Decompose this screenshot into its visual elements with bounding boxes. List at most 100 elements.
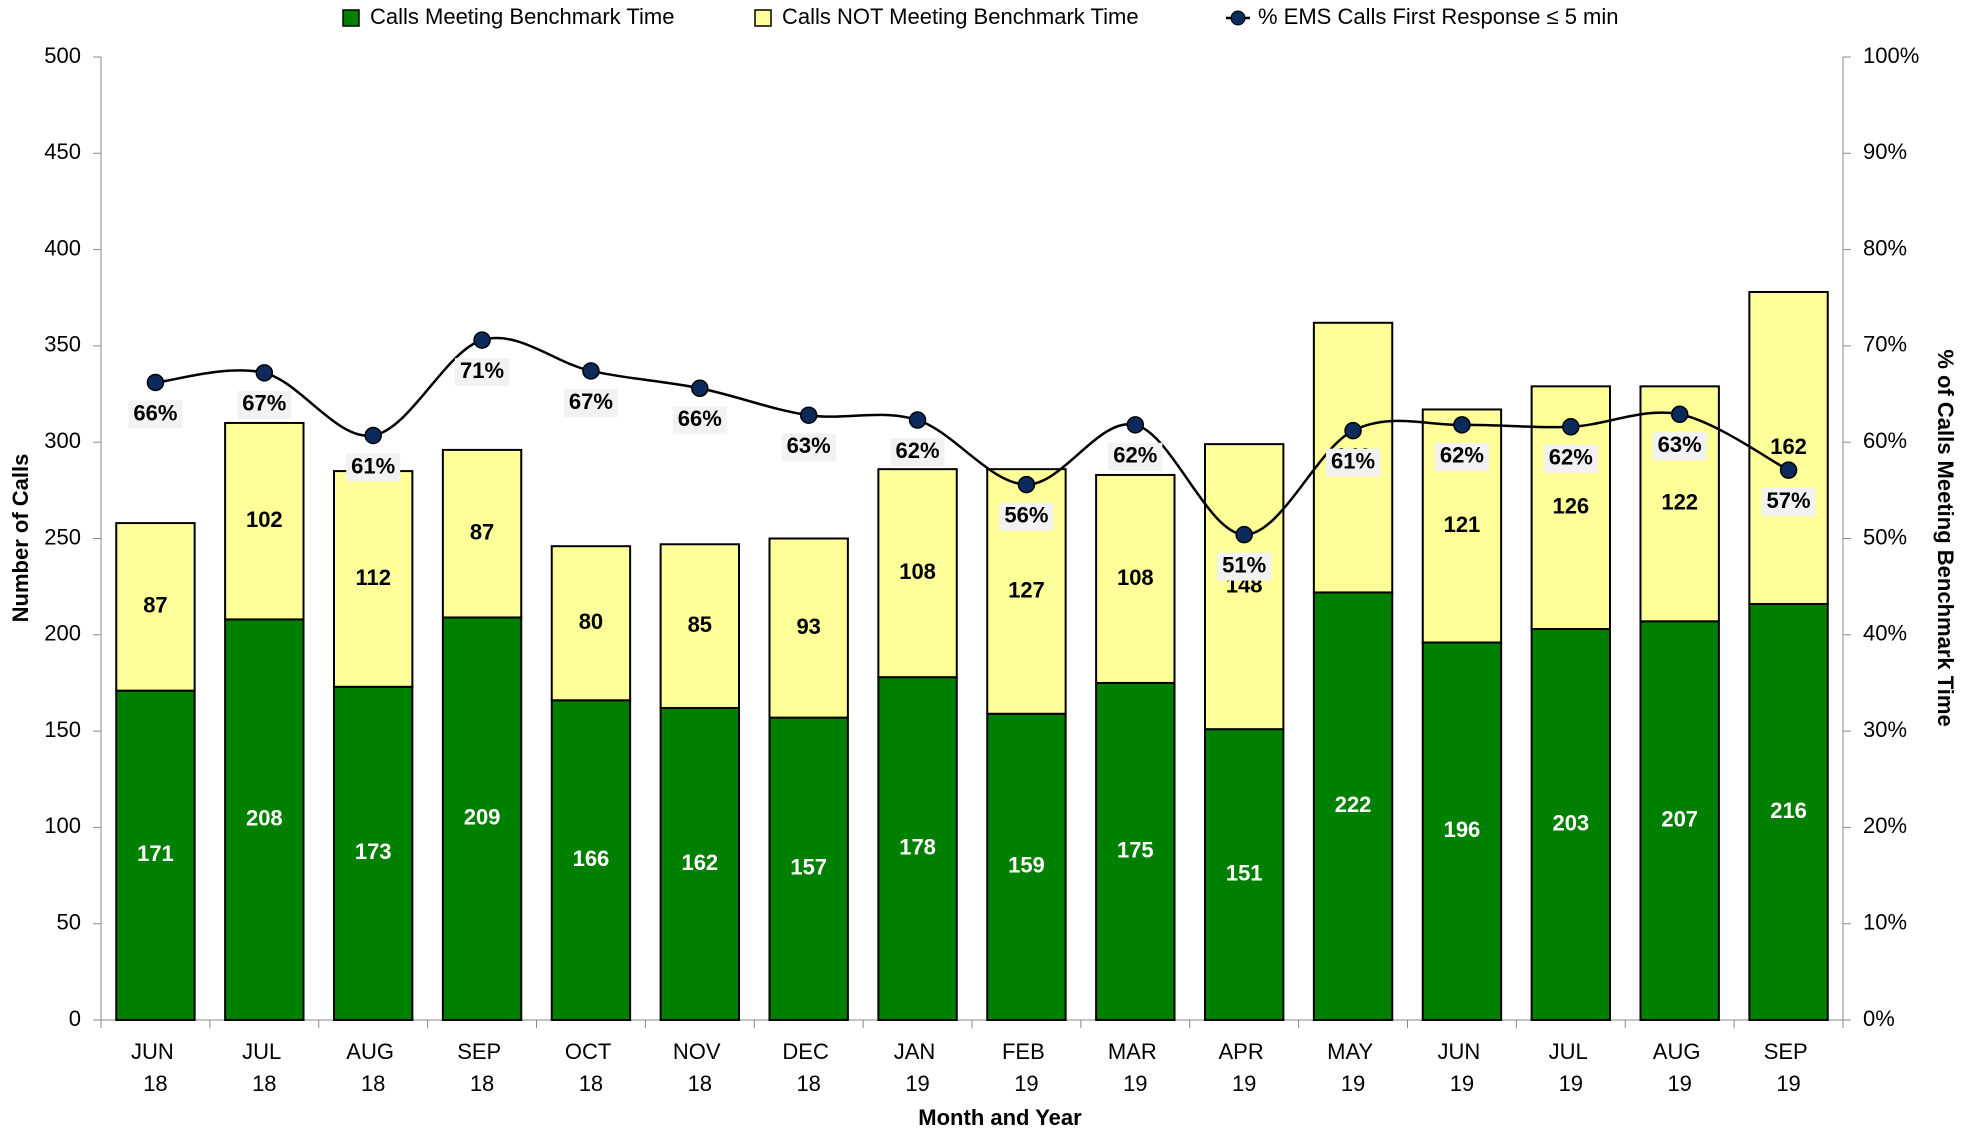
bar-value-label: 159 <box>1008 853 1045 878</box>
line-value-label: 61% <box>1331 448 1375 473</box>
bar-value-label: 85 <box>688 612 712 637</box>
bar-value-label: 203 <box>1552 810 1589 835</box>
y2-tick-label: 40% <box>1863 621 1907 646</box>
bar-value-label: 87 <box>470 519 494 544</box>
x-tick-label-line: 18 <box>579 1071 603 1096</box>
line-value-label: 62% <box>896 438 940 463</box>
bar-value-label: 178 <box>899 834 936 859</box>
bar-value-label: 121 <box>1444 512 1481 537</box>
x-tick-label-line: MAR <box>1108 1039 1163 1064</box>
bar-value-label: 216 <box>1770 798 1807 823</box>
x-tick-label-line: JAN <box>894 1039 942 1064</box>
x-tick-label-line: JUN <box>1437 1039 1486 1064</box>
line-label-bg <box>1108 442 1163 471</box>
line-label-bg <box>1326 448 1381 477</box>
x-tick-label: FEB 19 <box>1002 1039 1051 1096</box>
bar-segment <box>768 537 849 719</box>
line-value-label: 61% <box>351 453 395 478</box>
line-value-label: 62% <box>1113 443 1157 468</box>
bar-segment <box>768 716 849 1021</box>
line-marker <box>1126 416 1145 434</box>
bar-segment <box>659 543 741 709</box>
line-marker <box>908 411 927 429</box>
line-marker <box>1453 416 1471 434</box>
x-tick-label-line: 18 <box>796 1071 820 1096</box>
y-tick-label: 100 <box>44 813 81 838</box>
x-tick-label: MAY 19 <box>1327 1039 1379 1096</box>
bar-segment <box>1421 641 1503 1022</box>
y2-tick-label: 100% <box>1863 43 1919 68</box>
x-tick-label-line: JUL <box>1549 1039 1593 1064</box>
bar-value-label: 196 <box>1444 817 1481 842</box>
y2-axis-title: % of Calls Meeting Benchmark Time <box>1933 349 1958 726</box>
x-tick-label-line: 19 <box>1559 1071 1583 1096</box>
bar-value-label: 102 <box>246 507 283 532</box>
bar-value-label: 173 <box>355 839 392 864</box>
bar-segment <box>441 448 523 619</box>
line-value-label: 57% <box>1767 488 1811 513</box>
line-value-label: 67% <box>569 389 613 414</box>
legend-swatch <box>754 9 772 27</box>
line-marker <box>1779 461 1798 479</box>
line-label-bg <box>781 433 836 462</box>
line-value-label: 63% <box>1658 432 1702 457</box>
line-value-label: 62% <box>1549 445 1593 470</box>
x-tick-label: JUL 19 <box>1549 1039 1593 1096</box>
line-label-bg <box>1543 444 1598 473</box>
line-label-bg <box>346 453 401 482</box>
y-axis-title: Number of Calls <box>8 454 33 623</box>
bar-value-label: 162 <box>681 850 718 875</box>
x-tick-label: APR 19 <box>1219 1039 1270 1096</box>
line-value-label: 56% <box>1004 502 1048 527</box>
x-axis-title: Month and Year <box>918 1105 1082 1128</box>
y2-tick-label: 30% <box>1863 717 1907 742</box>
bar-segment <box>550 545 632 702</box>
line-marker <box>473 331 491 349</box>
line-marker <box>1562 418 1580 436</box>
x-tick-label: AUG 18 <box>346 1039 400 1096</box>
line-marker <box>1344 421 1362 440</box>
line-marker <box>364 426 382 445</box>
y-tick-label: 150 <box>44 717 81 742</box>
y2-tick-label: 10% <box>1863 910 1907 935</box>
x-tick-label-line: 18 <box>143 1071 167 1096</box>
bar-segment <box>659 706 741 1021</box>
legend-swatch <box>342 9 360 27</box>
y-tick-label: 450 <box>44 139 81 164</box>
bar-segment <box>224 421 305 621</box>
bar-segment <box>1095 681 1176 1021</box>
x-tick-label: JUN 19 <box>1437 1039 1486 1096</box>
bar-value-label: 208 <box>246 806 283 831</box>
line-label-bg <box>563 388 618 417</box>
line-label-bg <box>999 502 1054 531</box>
x-tick-label-line: 19 <box>905 1071 929 1096</box>
bar-segment <box>332 470 414 688</box>
bar-value-label: 87 <box>143 593 167 618</box>
y-tick-label: 500 <box>44 43 81 68</box>
bar-segment <box>1095 473 1176 684</box>
bar-segment <box>1530 628 1612 1021</box>
y2-tick-label: 60% <box>1863 428 1907 453</box>
line <box>155 336 1790 536</box>
x-tick-label-line: AUG <box>1653 1039 1707 1064</box>
x-tick-label: AUG 19 <box>1653 1039 1707 1096</box>
x-tick-label-line: 19 <box>1450 1071 1474 1096</box>
line-marker <box>146 373 165 392</box>
line-label-bg <box>1434 442 1489 471</box>
y2-tick-label: 50% <box>1863 524 1907 549</box>
bar-segment <box>441 616 523 1021</box>
legend-label: % EMS Calls First Response ≤ 5 min <box>1258 4 1619 29</box>
bar-segment <box>877 468 958 679</box>
bar-value-label: 122 <box>1661 490 1698 515</box>
line-marker <box>799 406 818 424</box>
x-tick-label-line: 19 <box>1776 1071 1800 1096</box>
y-tick-label: 250 <box>44 524 81 549</box>
line-label-bg <box>1652 432 1707 461</box>
y-tick-label: 50 <box>57 910 81 935</box>
bar-value-label: 162 <box>1770 434 1807 459</box>
x-tick-label-line: 19 <box>1014 1071 1038 1096</box>
y-tick-label: 200 <box>44 621 81 646</box>
bar-segment <box>986 712 1067 1021</box>
legend-label: Calls Meeting Benchmark Time <box>370 4 674 29</box>
